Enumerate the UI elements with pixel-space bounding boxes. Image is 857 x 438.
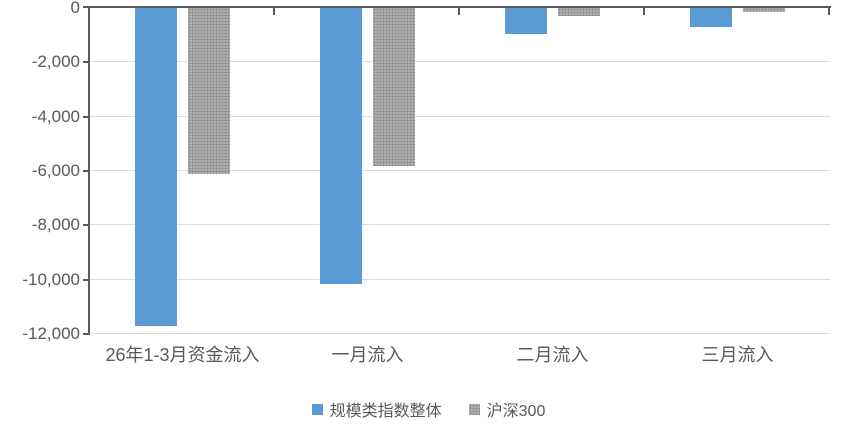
legend-label: 沪深300 (486, 403, 546, 420)
gridline (90, 278, 830, 280)
bar-series-1-cat-4 (690, 8, 732, 27)
gridline (90, 224, 830, 226)
gridline (90, 170, 830, 171)
bar-series-2-cat-2 (373, 8, 415, 166)
gridline (90, 333, 830, 334)
plot-area (90, 8, 830, 334)
y-tick-label: -4,000 (31, 106, 80, 126)
x-tick-label: 一月流入 (331, 345, 404, 365)
y-tick-label: 0 (70, 0, 80, 17)
x-tick-label: 二月流入 (516, 345, 589, 365)
bar-series-1-cat-3 (505, 8, 547, 34)
x-axis-line (83, 6, 831, 8)
y-tick-label: -8,000 (31, 215, 80, 235)
y-tick-label: -10,000 (22, 269, 80, 289)
y-axis-line (88, 6, 90, 335)
bar-series-1-cat-1 (135, 8, 177, 326)
y-axis-tick (83, 333, 88, 335)
y-axis-tick (83, 278, 88, 281)
y-axis-tick (83, 61, 88, 64)
gridline (90, 115, 830, 117)
y-axis-tick (83, 115, 88, 118)
bar-series-2-cat-1 (188, 8, 230, 174)
x-axis-tick (828, 8, 830, 15)
y-axis-tick (83, 224, 88, 227)
x-axis-tick (273, 8, 275, 15)
y-axis-tick (83, 170, 88, 172)
legend-swatch-icon (311, 403, 323, 415)
y-tick-label: -12,000 (22, 324, 80, 343)
gridline (90, 61, 830, 63)
legend-label: 规模类指数整体 (329, 403, 442, 420)
bar-series-2-cat-4 (743, 8, 785, 13)
y-tick-label: -2,000 (31, 52, 80, 72)
legend-swatch-icon (468, 403, 480, 415)
legend-item-series-1: 规模类指数整体 (311, 397, 442, 421)
y-tick-label: -6,000 (31, 161, 80, 180)
x-tick-label: 三月流入 (701, 345, 774, 365)
x-axis-tick (458, 8, 460, 15)
x-tick-label: 26年1-3月资金流入 (105, 345, 260, 365)
legend: 规模类指数整体 沪深300 (0, 397, 857, 421)
legend-item-series-2: 沪深300 (468, 397, 546, 421)
y-axis-labels: 0 -2,000 -4,000 -6,000 -8,000 -10,000 -12,000 (0, 0, 80, 438)
bar-series-1-cat-2 (320, 8, 362, 284)
x-axis-tick (643, 8, 645, 15)
bar-series-2-cat-3 (558, 8, 600, 17)
